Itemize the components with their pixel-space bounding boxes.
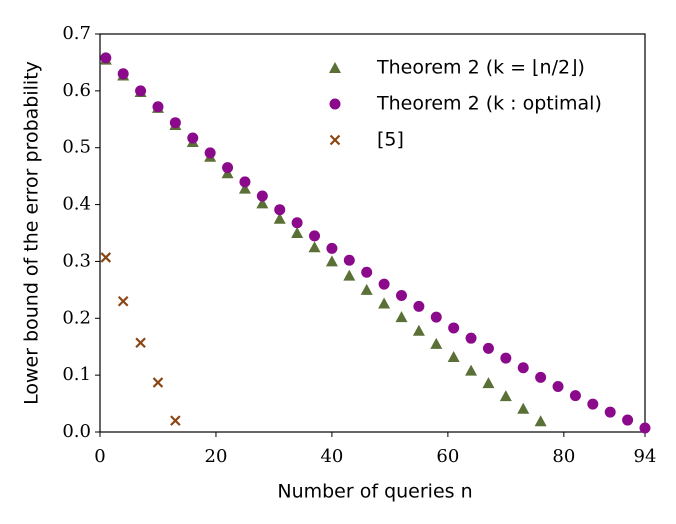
data-point [152, 377, 164, 388]
data-point [447, 350, 460, 362]
data-point [170, 415, 181, 426]
data-point [413, 300, 425, 312]
y-tick-label: 0.5 [62, 137, 91, 158]
data-point [448, 322, 460, 334]
x-tick-label: 20 [205, 446, 228, 467]
data-point [117, 68, 129, 80]
data-point [291, 217, 303, 229]
data-point [169, 117, 181, 129]
data-point [325, 255, 338, 267]
data-point [273, 212, 286, 224]
data-point [378, 278, 390, 290]
data-point [482, 377, 495, 389]
y-tick-label: 0.2 [62, 307, 91, 328]
data-point [395, 311, 408, 323]
data-point [256, 197, 269, 209]
data-point [343, 269, 356, 281]
x-tick-label: 60 [436, 446, 459, 467]
data-point [100, 52, 112, 64]
y-tick-label: 0.3 [62, 250, 91, 271]
y-tick-label: 0.7 [62, 23, 91, 44]
data-point [465, 332, 477, 344]
data-point [152, 101, 164, 113]
data-point [465, 364, 478, 376]
y-tick-label: 0.1 [62, 364, 91, 385]
data-point [100, 252, 112, 263]
data-point [535, 371, 547, 383]
data-point [117, 295, 129, 307]
x-axis-label: Number of queries n [277, 481, 472, 503]
data-point [587, 398, 599, 410]
y-axis-label: Lower bound of the error probability [21, 61, 43, 405]
data-point [361, 266, 373, 278]
data-point [256, 190, 268, 202]
data-point [569, 390, 581, 402]
legend-marker [329, 98, 341, 110]
data-point [412, 324, 425, 336]
x-tick-label: 80 [552, 446, 575, 467]
data-point [326, 242, 338, 254]
data-point [639, 422, 651, 434]
x-tick-label: 40 [320, 446, 343, 467]
data-point [534, 415, 547, 427]
data-point [135, 337, 146, 349]
data-point [482, 342, 494, 354]
data-point [239, 176, 251, 188]
plot-frame [99, 33, 646, 433]
data-point [187, 132, 199, 144]
data-point [604, 406, 616, 418]
legend-label: [5] [377, 129, 404, 151]
data-point [430, 337, 443, 349]
data-point [238, 182, 251, 194]
data-point [378, 297, 391, 309]
data-point [343, 254, 355, 266]
legend-label: Theorem 2 (k = ⌊n/2⌋) [376, 57, 585, 79]
x-tick-label: 0 [94, 446, 105, 467]
y-tick-label: 0.4 [62, 194, 91, 215]
y-tick-label: 0.0 [62, 421, 91, 442]
data-point [500, 352, 512, 364]
data-point [135, 85, 147, 97]
data-point [291, 227, 304, 238]
data-point [222, 162, 234, 174]
legend-marker [329, 62, 341, 73]
data-point [430, 311, 442, 323]
data-point [360, 283, 373, 295]
data-point [517, 362, 529, 374]
data-point [499, 390, 512, 402]
legend-label: Theorem 2 (k : optimal) [376, 93, 602, 115]
data-point [395, 290, 407, 302]
legend-marker [329, 134, 341, 146]
data-point [274, 204, 286, 216]
x-tick-label: 94 [634, 446, 657, 467]
data-point [309, 230, 321, 242]
data-point [622, 414, 634, 426]
y-tick-label: 0.6 [62, 80, 91, 101]
data-point [204, 147, 216, 159]
data-point [308, 241, 321, 253]
data-point [552, 381, 564, 393]
data-point [517, 402, 530, 414]
